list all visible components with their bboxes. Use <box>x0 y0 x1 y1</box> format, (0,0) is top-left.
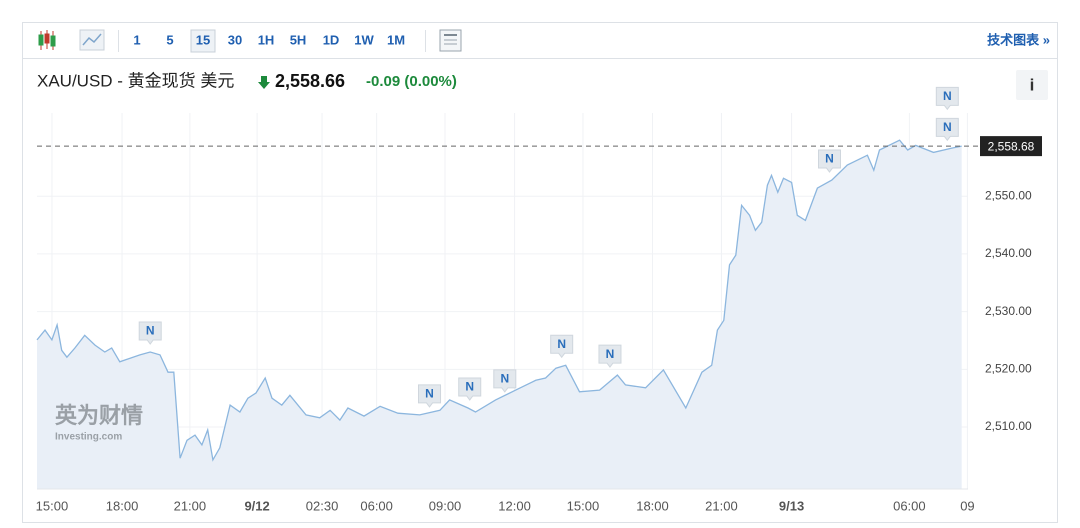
news-marker-box[interactable] <box>458 377 482 401</box>
news-marker[interactable]: N <box>418 384 442 408</box>
interval-button[interactable]: 1H <box>258 32 275 47</box>
price-line <box>36 139 962 462</box>
watermark-brand: Investing.com <box>55 432 122 443</box>
x-tick-label: 09 <box>960 498 974 513</box>
info-button[interactable] <box>1016 70 1048 100</box>
news-marker-box[interactable] <box>550 334 574 359</box>
info-icon[interactable]: i <box>1030 75 1035 94</box>
news-marker[interactable]: N <box>598 344 622 368</box>
x-tick-label: 9/13 <box>779 498 804 513</box>
news-marker[interactable]: N <box>935 86 959 111</box>
x-tick-label: 18:00 <box>636 498 669 513</box>
interval-button[interactable]: 5 <box>166 32 173 47</box>
news-marker[interactable]: N <box>458 377 482 401</box>
x-tick-label: 06:00 <box>360 498 393 513</box>
news-marker-box[interactable] <box>493 369 517 393</box>
news-marker-box[interactable] <box>817 149 841 173</box>
y-tick-label: 2,530.00 <box>985 304 1032 318</box>
candle-icon[interactable] <box>38 30 56 50</box>
interval-button[interactable]: 1M <box>387 32 405 47</box>
x-tick-label: 15:00 <box>567 498 600 513</box>
watermark-logo: 英为财情 <box>55 403 143 428</box>
interval-button[interactable]: 1 <box>133 32 140 47</box>
table-icon[interactable] <box>439 29 462 52</box>
y-tick-label: 2,540.00 <box>985 246 1032 260</box>
change: -0.09 (0.00%) <box>366 73 457 90</box>
news-marker-box[interactable] <box>935 86 959 111</box>
news-marker[interactable]: N <box>935 117 959 142</box>
plot <box>36 113 980 490</box>
price: 2,558.66 <box>275 71 345 91</box>
news-marker-label[interactable]: N <box>943 89 952 103</box>
down-arrow <box>258 76 270 89</box>
interval-button[interactable]: 30 <box>228 32 242 47</box>
x-tick-label: 02:30 <box>306 498 339 513</box>
y-tick-label: 2,520.00 <box>985 361 1032 375</box>
x-tick-label: 12:00 <box>498 498 531 513</box>
news-marker-label[interactable]: N <box>943 120 952 134</box>
x-tick-label: 06:00 <box>893 498 926 513</box>
x-tick-label: 21:00 <box>174 498 207 513</box>
y-tick-label: 2,510.00 <box>985 419 1032 433</box>
news-marker[interactable]: N <box>493 369 517 393</box>
interval-button[interactable]: 5H <box>290 32 307 47</box>
interval-button[interactable]: 1W <box>354 32 374 47</box>
news-marker-label[interactable]: N <box>146 324 155 338</box>
news-marker-label[interactable]: N <box>465 380 474 394</box>
x-tick-label: 9/12 <box>244 498 269 513</box>
interval-button[interactable]: 1D <box>323 32 340 47</box>
news-marker-label[interactable]: N <box>425 387 434 401</box>
interval-selected <box>190 29 216 53</box>
x-tick-label: 09:00 <box>429 498 462 513</box>
news-marker-label[interactable]: N <box>825 152 834 166</box>
y-tick-label: 2,550.00 <box>985 188 1032 202</box>
x-tick-label: 21:00 <box>705 498 738 513</box>
area-fill <box>37 140 962 489</box>
tech-chart-link[interactable]: 技术图表 » <box>987 32 1050 47</box>
news-marker-box[interactable] <box>418 384 442 408</box>
interval-button[interactable]: 15 <box>196 32 210 47</box>
news-marker-label[interactable]: N <box>557 337 566 351</box>
news-marker[interactable]: N <box>138 321 162 345</box>
news-marker-label[interactable]: N <box>500 372 509 386</box>
news-marker-label[interactable]: N <box>606 347 615 361</box>
x-tick-label: 18:00 <box>106 498 139 513</box>
news-marker-box[interactable] <box>598 344 622 368</box>
current-price-box <box>980 136 1042 157</box>
news-marker-box[interactable] <box>138 321 162 345</box>
news-marker-box[interactable] <box>935 117 959 142</box>
x-tick-label: 15:00 <box>36 498 69 513</box>
news-marker[interactable]: N <box>550 334 574 359</box>
current-price-label: 2,558.68 <box>988 139 1035 153</box>
symbol: XAU/USD - 黄金现货 美元 <box>37 71 234 90</box>
line-icon[interactable] <box>79 29 105 51</box>
news-marker[interactable]: N <box>817 149 841 173</box>
